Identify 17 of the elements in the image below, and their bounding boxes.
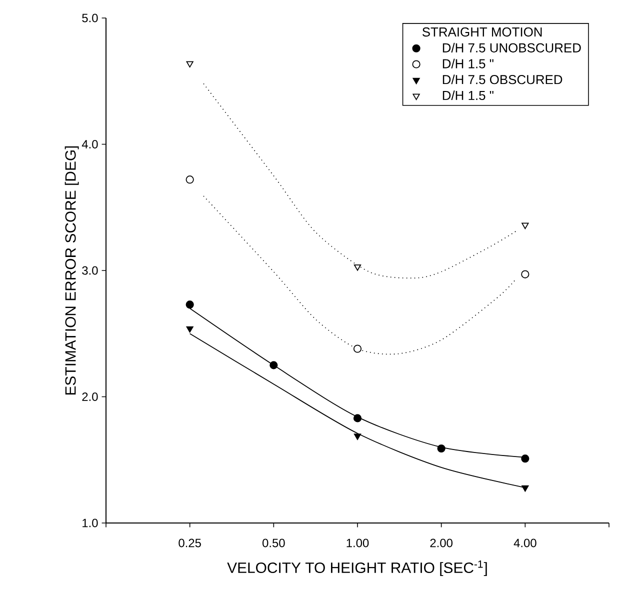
y-tick-label: 5.0 — [82, 14, 98, 22]
legend-label: D/H 7.5 UNOBSCURED — [442, 42, 581, 52]
x-tick-label: 0.25 — [178, 538, 201, 548]
legend-label: D/H 7.5 OBSCURED — [442, 74, 562, 84]
legend-label: D/H 1.5 " — [442, 58, 494, 68]
y-tick-label: 4.0 — [82, 140, 98, 148]
x-tick-label: 0.50 — [262, 538, 285, 548]
x-axis-title: VELOCITY TO HEIGHT RATIO [SEC$^{-1}$] — [227, 560, 487, 576]
x-tick-label: 4.00 — [514, 538, 536, 548]
y-tick-label: 1.0 — [82, 518, 98, 528]
x-tick-label: 2.00 — [430, 538, 452, 548]
x-tick-label: 1.00 — [346, 538, 369, 548]
legend-label: D/H 1.5 " — [442, 90, 494, 100]
y-tick-label: 2.0 — [82, 392, 98, 401]
legend-title: STRAIGHT MOTION — [422, 27, 542, 37]
y-tick-label: 3.0 — [82, 266, 98, 275]
y-axis-title: ESTIMATION ERROR SCORE [DEG] — [64, 146, 79, 395]
